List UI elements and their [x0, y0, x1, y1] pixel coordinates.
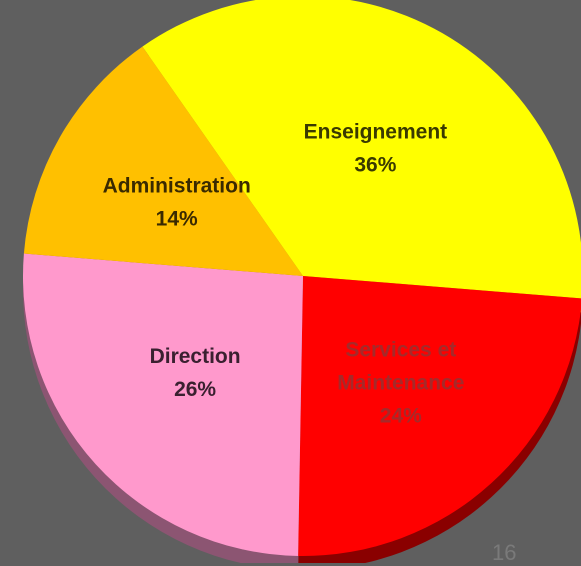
pie-value-label: 24%	[380, 404, 422, 427]
pie-label-direction: Direction 26%	[150, 345, 241, 401]
pie-labels: Enseignement 36% Services et Maintenance 24%…	[103, 121, 465, 428]
pie-value-label: 36%	[354, 154, 396, 177]
pie-slices	[22, 0, 581, 556]
pie-category-label: Direction	[150, 345, 241, 368]
pie-category-label: Administration	[103, 175, 251, 198]
page-number: 16	[492, 540, 517, 565]
pie-label-administration: Administration 14%	[103, 175, 251, 231]
pie-slice-enseignement	[142, 0, 581, 299]
pie-category-label: Services et	[345, 338, 456, 361]
pie-slice-direction	[22, 253, 303, 556]
pie-value-label: 26%	[174, 378, 216, 401]
pie-category-label: Maintenance	[337, 371, 464, 394]
pie-label-services-et-maintenance: Services et Maintenance 24%	[337, 338, 464, 427]
pie-category-label: Enseignement	[304, 121, 448, 144]
pie-value-label: 14%	[156, 208, 198, 231]
pie-label-enseignement: Enseignement 36%	[304, 121, 448, 177]
pie-slice-administration	[23, 46, 304, 276]
pie-slice-services-et-maintenance	[298, 276, 581, 556]
